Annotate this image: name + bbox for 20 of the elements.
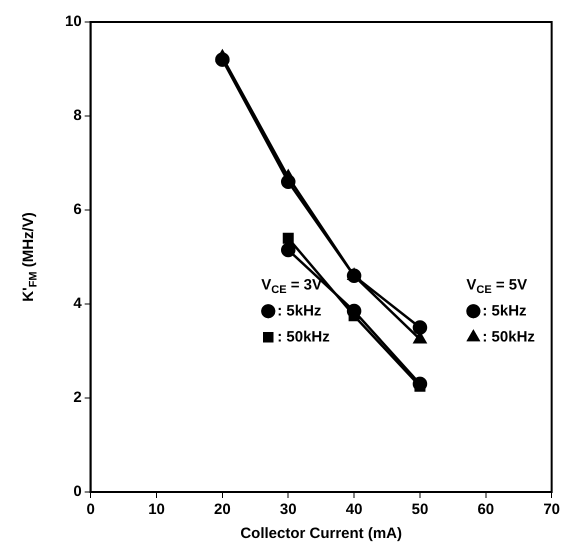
y-tick-label: 4 [73, 295, 82, 312]
x-tick-label: 0 [86, 501, 95, 518]
y-tick-label: 6 [73, 201, 82, 218]
legend-label: : 5kHz [277, 302, 322, 320]
legend-label: : 5kHz [482, 302, 527, 320]
legend-label: : 50kHz [482, 328, 535, 346]
x-tick-label: 40 [346, 501, 362, 518]
x-tick-label: 60 [477, 501, 494, 518]
y-tick-label: 2 [73, 389, 82, 406]
y-axis-title: K'FM (MHz/V) [20, 212, 40, 302]
x-tick-label: 20 [214, 501, 231, 518]
x-tick-label: 10 [148, 501, 165, 518]
x-tick-label: 30 [280, 501, 297, 518]
y-tick-label: 0 [73, 483, 82, 500]
x-tick-label: 70 [543, 501, 560, 518]
y-tick-label: 8 [73, 107, 82, 124]
x-tick-label: 50 [412, 501, 428, 518]
x-axis-title: Collector Current (mA) [240, 525, 402, 542]
y-tick-label: 10 [64, 13, 82, 30]
legend-label: : 50kHz [277, 328, 330, 346]
